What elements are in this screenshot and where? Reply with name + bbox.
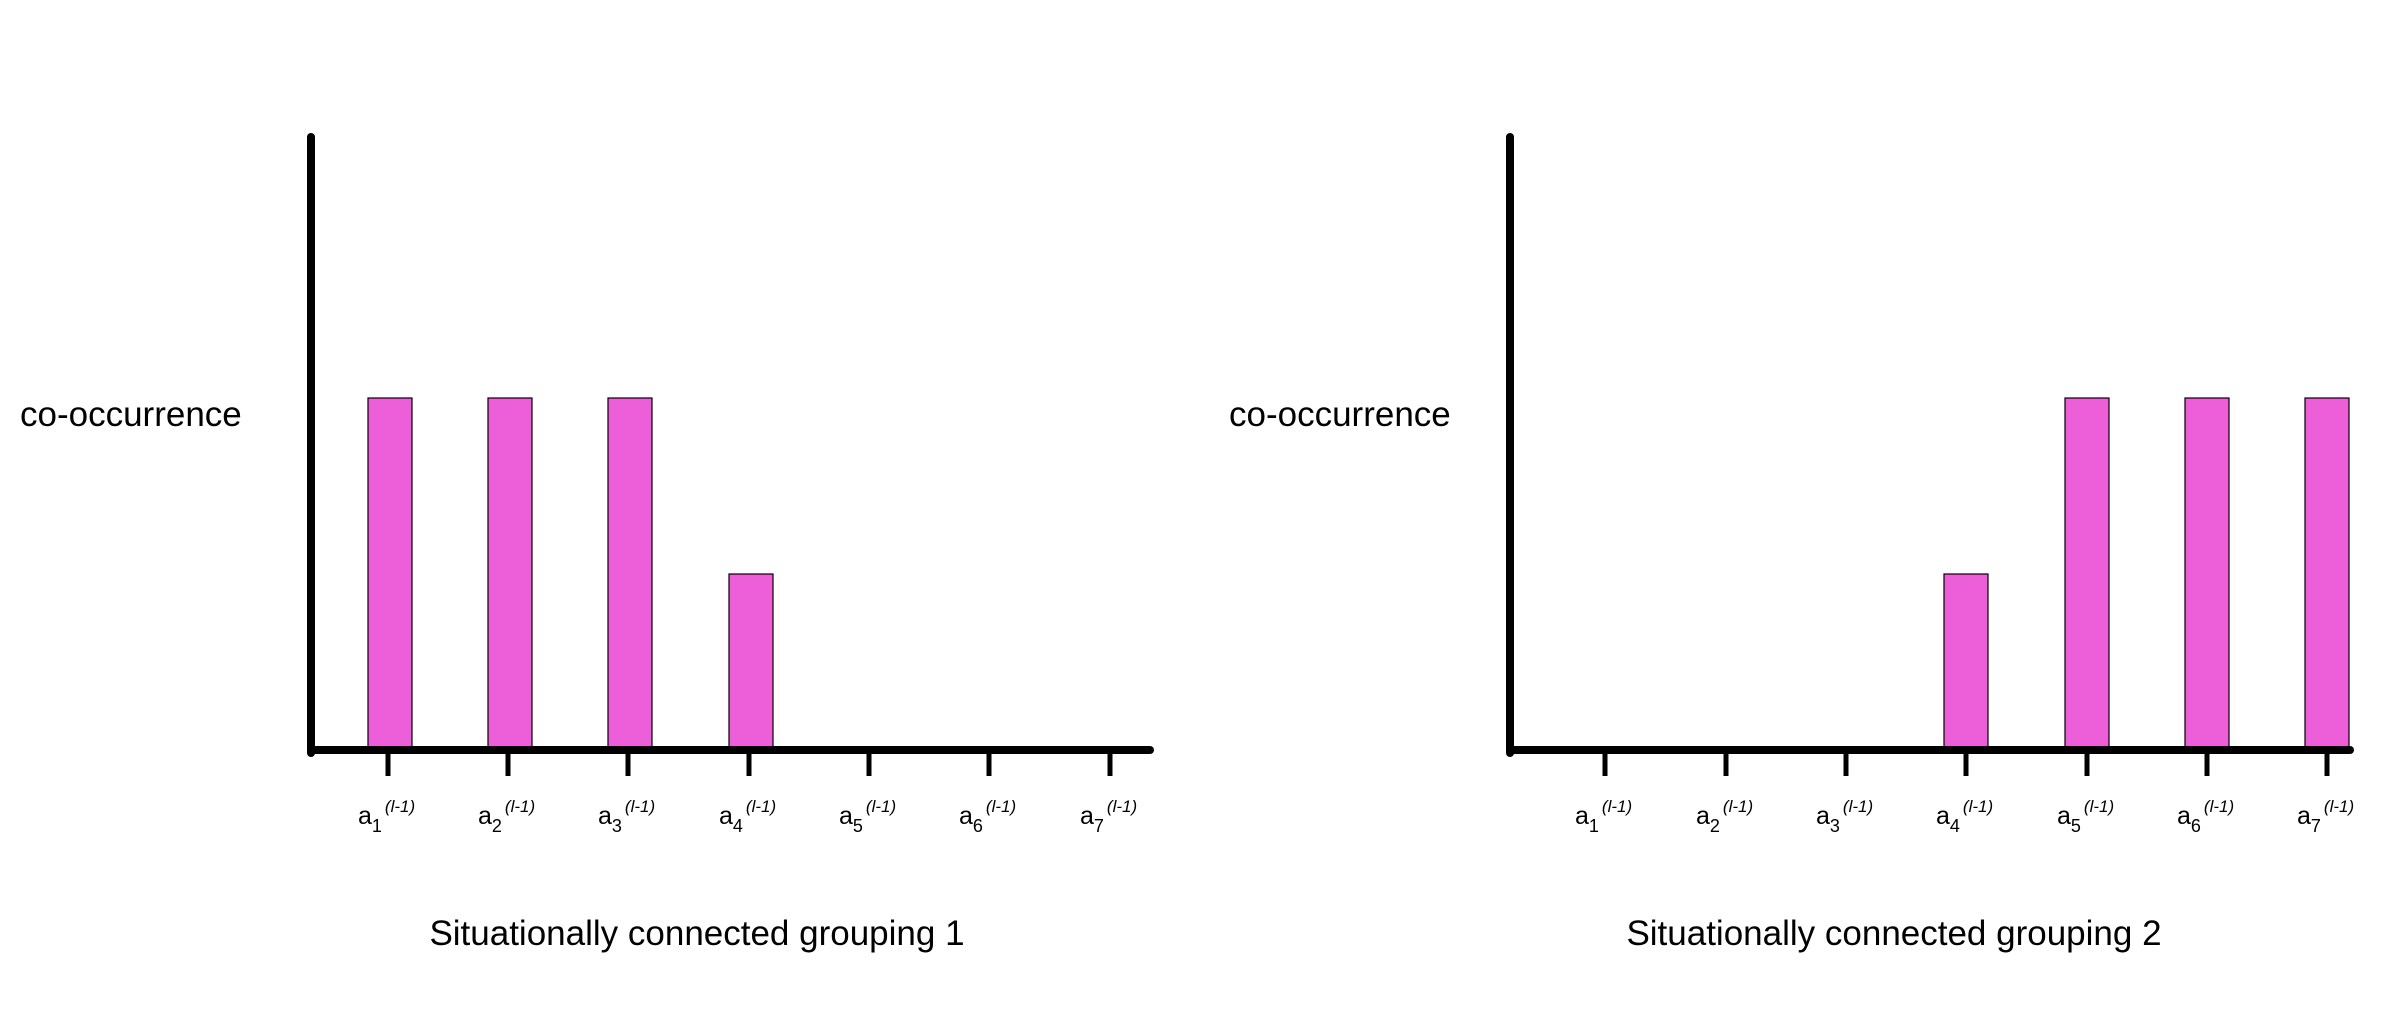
bar-a1 [367,397,413,751]
chart-panel-1: a1(l-1) a2(l-1) a3(l-1) a4(l-1) a5(l-1) a6(l-… [20,133,1154,953]
x-tick-label: a5(l-1) [839,797,896,836]
x-tick-label: a2(l-1) [478,797,535,836]
x-tick-label: a5(l-1) [2057,797,2114,836]
y-axis-label: co-occurrence [20,395,242,434]
y-axis-label: co-occurrence [1229,395,1451,434]
bar-a5 [2064,397,2110,751]
x-tick-label: a3(l-1) [598,797,655,836]
chart-panel-2: a1(l-1) a2(l-1) a3(l-1) a4(l-1) a5(l-1) a6(l-… [1229,133,2354,953]
x-tick-label: a4(l-1) [719,797,776,836]
bar-a4 [728,573,774,751]
x-tick-label: a3(l-1) [1816,797,1873,836]
x-tick-label: a6(l-1) [959,797,1016,836]
bar-a4 [1943,573,1989,751]
chart-caption: Situationally connected grouping 1 [429,914,964,953]
bar-a3 [607,397,653,751]
x-tick-label: a2(l-1) [1696,797,1753,836]
bar-a2 [487,397,533,751]
x-tick-label: a1(l-1) [1575,797,1632,836]
chart-caption: Situationally connected grouping 2 [1626,914,2161,953]
x-tick-label: a7(l-1) [2297,797,2354,836]
x-tick-label: a4(l-1) [1936,797,1993,836]
x-tick-label: a1(l-1) [358,797,415,836]
bar-a6 [2184,397,2230,751]
x-tick-label: a7(l-1) [1080,797,1137,836]
bar-a7 [2304,397,2350,751]
x-tick-label: a6(l-1) [2177,797,2234,836]
